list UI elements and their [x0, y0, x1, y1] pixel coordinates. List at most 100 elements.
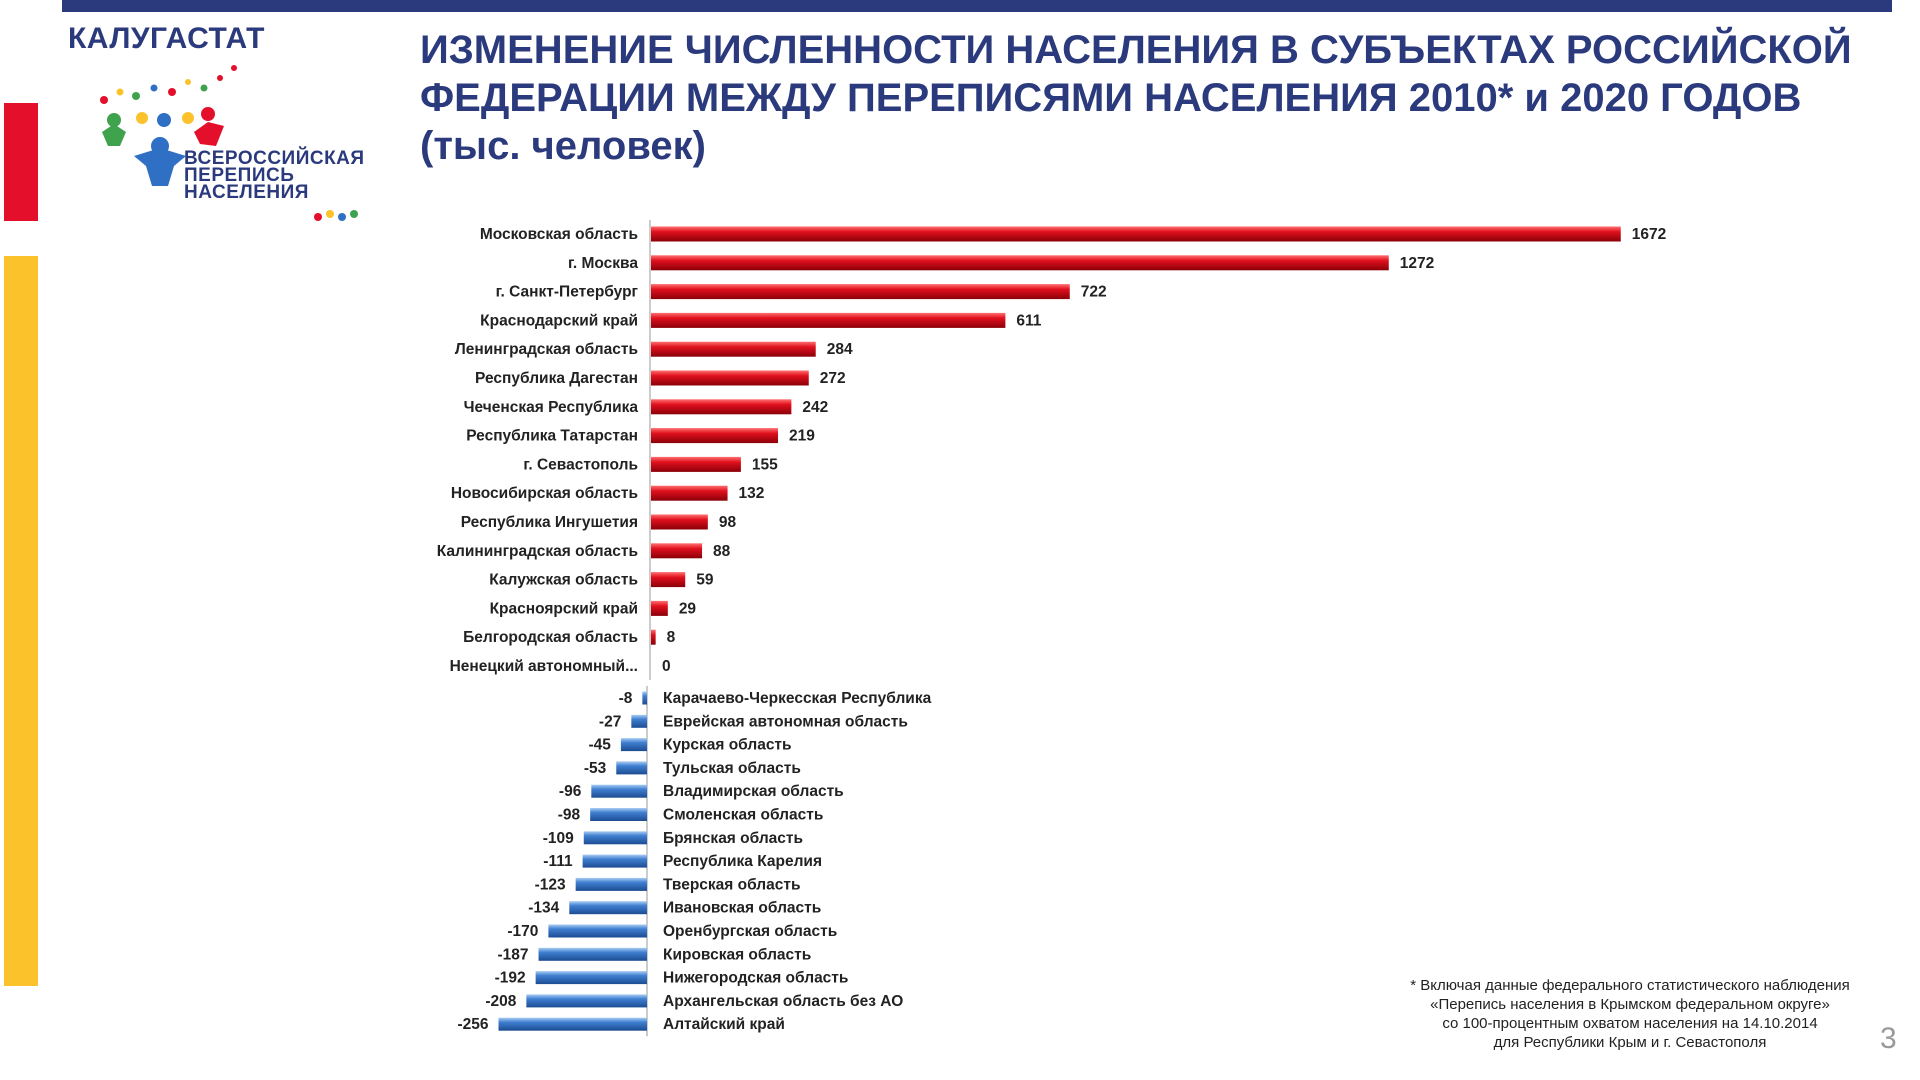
positive-value-label: 98	[719, 514, 737, 531]
negative-bar	[498, 1017, 647, 1031]
negative-bar	[616, 761, 647, 775]
footnote-line-3: со 100-процентным охватом населения на 1…	[1442, 1015, 1818, 1032]
negative-bar	[582, 854, 647, 868]
positive-category-label: г. Санкт-Петербург	[496, 284, 639, 301]
positive-category-label: Республика Ингушетия	[461, 514, 638, 531]
positive-bar	[651, 485, 728, 501]
positive-bar	[651, 600, 668, 616]
negative-value-label: -134	[528, 900, 559, 917]
positive-bar	[651, 226, 1621, 242]
negative-category-label: Брянская область	[663, 830, 803, 847]
positive-value-label: 88	[713, 543, 731, 560]
positive-category-label: Чеченская Республика	[464, 399, 639, 416]
positive-value-label: 1672	[1632, 226, 1666, 243]
positive-bar	[651, 255, 1389, 271]
positive-category-label: Республика Татарстан	[466, 428, 638, 445]
negative-category-label: Тульская область	[663, 760, 801, 777]
negative-bar	[548, 924, 647, 938]
positive-category-label: Республика Дагестан	[475, 370, 638, 387]
positive-bar	[651, 514, 708, 530]
negative-value-label: -111	[543, 853, 573, 870]
negative-value-label: -53	[584, 760, 607, 777]
negative-bar	[620, 738, 647, 752]
negative-bar	[575, 877, 647, 891]
page-number: 3	[1880, 1022, 1897, 1055]
negative-value-label: -208	[485, 993, 516, 1010]
negative-bar	[591, 784, 647, 798]
positive-category-label: Ленинградская область	[455, 341, 638, 358]
negative-value-label: -98	[558, 807, 581, 824]
positive-bar	[651, 428, 779, 444]
negative-value-label: -109	[543, 830, 574, 847]
positive-category-label: Московская область	[480, 226, 638, 243]
negative-bar	[526, 994, 647, 1008]
logo-line-1: ВСЕРОССИЙСКАЯ	[184, 148, 365, 169]
positive-category-label: Белгородская область	[463, 629, 638, 646]
positive-bar	[651, 370, 809, 386]
negative-value-label: -187	[498, 946, 529, 963]
negative-bar	[583, 831, 647, 845]
positive-value-label: 1272	[1400, 255, 1434, 272]
positive-bar	[651, 341, 816, 357]
negative-value-label: -170	[507, 923, 538, 940]
title-line-2: ФЕДЕРАЦИИ МЕЖДУ ПЕРЕПИСЯМИ НАСЕЛЕНИЯ 201…	[420, 76, 1802, 120]
negative-category-label: Республика Карелия	[663, 853, 822, 870]
negative-bar	[538, 947, 647, 961]
positive-value-label: 272	[820, 370, 846, 387]
negative-bar	[642, 691, 647, 705]
negative-value-label: -123	[535, 876, 566, 893]
positive-bar	[651, 312, 1006, 328]
negative-bar	[535, 971, 647, 985]
positive-value-label: 132	[739, 485, 765, 502]
positive-bar	[651, 572, 686, 588]
positive-category-label: г. Севастополь	[523, 456, 638, 473]
negative-value-label: -192	[495, 970, 526, 987]
positive-category-label: Ненецкий автономный...	[450, 658, 638, 675]
positive-value-label: 722	[1081, 284, 1107, 301]
negative-category-label: Нижегородская область	[663, 970, 848, 987]
negative-category-label: Смоленская область	[663, 807, 823, 824]
negative-value-label: -8	[619, 690, 633, 707]
negative-category-label: Карачаево-Черкесская Республика	[663, 690, 932, 707]
negative-bar	[590, 808, 647, 821]
negative-bar	[631, 714, 647, 728]
positive-value-label: 242	[802, 399, 828, 416]
logo-line-2: ПЕРЕПИСЬ	[184, 165, 295, 186]
logo-text: ВСЕРОССИЙСКАЯ ПЕРЕПИСЬ НАСЕЛЕНИЯ	[184, 148, 365, 202]
brand-name: КАЛУГАСТАТ	[68, 22, 265, 55]
footnote-line-2: «Перепись населения в Крымском федеральн…	[1430, 996, 1830, 1013]
side-stripe-yellow	[4, 256, 38, 986]
positive-value-label: 219	[789, 428, 815, 445]
page-title: ИЗМЕНЕНИЕ ЧИСЛЕННОСТИ НАСЕЛЕНИЯ В СУБЪЕК…	[420, 26, 1900, 170]
positive-category-label: г. Москва	[568, 255, 638, 272]
positive-value-label: 8	[667, 629, 676, 646]
negative-category-label: Алтайский край	[663, 1016, 785, 1033]
positive-bar	[651, 399, 792, 415]
positive-value-label: 0	[662, 658, 671, 675]
footnote: * Включая данные федерального статистиче…	[1370, 976, 1890, 1052]
positive-bar	[651, 629, 656, 645]
negative-category-label: Оренбургская область	[663, 923, 837, 940]
positive-category-label: Калининградская область	[437, 543, 638, 560]
negative-category-label: Курская область	[663, 737, 792, 754]
footnote-line-1: * Включая данные федерального статистиче…	[1410, 977, 1850, 994]
negative-category-label: Еврейская автономная область	[663, 713, 908, 730]
positive-category-label: Калужская область	[489, 572, 638, 589]
footnote-line-4: для Республики Крым и г. Севастополя	[1493, 1034, 1767, 1051]
negative-category-label: Архангельская область без АО	[663, 993, 903, 1010]
negative-bar	[569, 901, 647, 915]
positive-bar	[651, 456, 741, 472]
positive-category-label: Красноярский край	[490, 600, 638, 617]
top-bar	[62, 0, 1892, 12]
negative-value-label: -27	[599, 713, 621, 730]
positive-value-label: 59	[696, 572, 714, 589]
negative-category-label: Тверская область	[663, 876, 801, 893]
positive-category-label: Краснодарский край	[480, 312, 638, 329]
negative-category-label: Кировская область	[663, 946, 811, 963]
negative-value-label: -96	[559, 783, 582, 800]
positive-value-label: 611	[1016, 312, 1041, 329]
positive-bar	[651, 284, 1070, 300]
negative-value-label: -256	[457, 1016, 488, 1033]
negative-category-label: Ивановская область	[663, 900, 821, 917]
